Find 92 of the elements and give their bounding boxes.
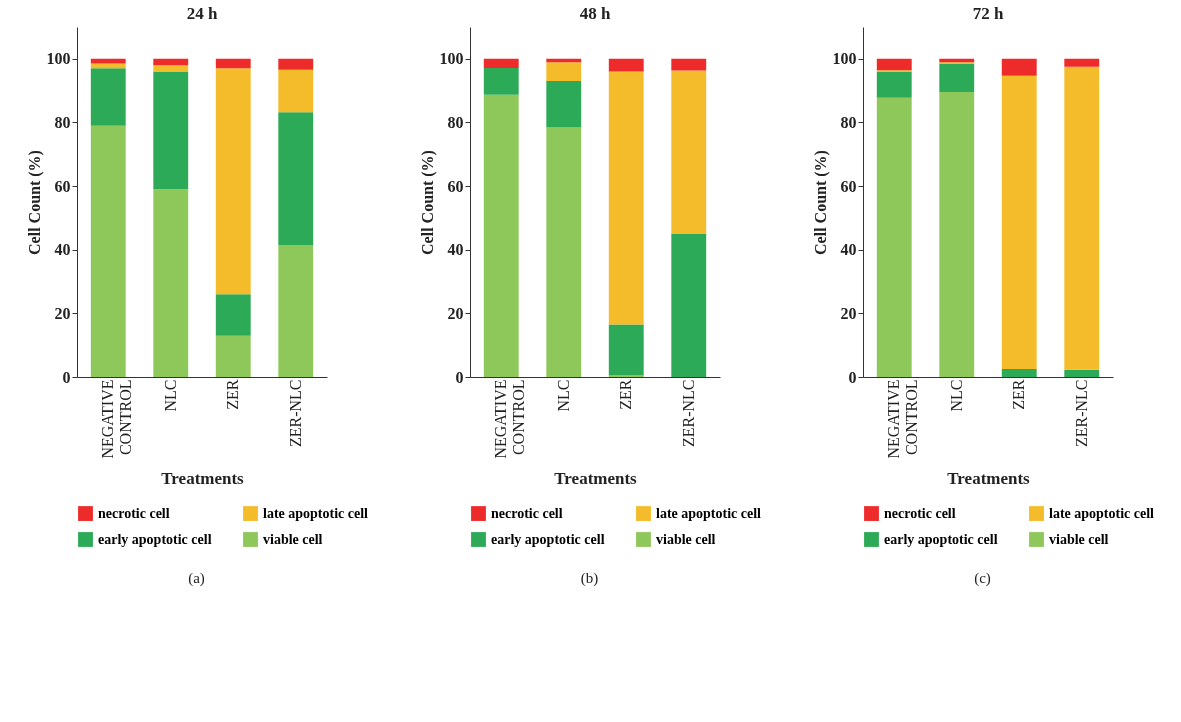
x-axis-title: Treatments (160, 468, 244, 488)
bar (876, 97, 912, 377)
x-axis-title: Treatments (946, 468, 1030, 488)
legend-label: viable cell (262, 531, 323, 547)
bar (608, 324, 644, 376)
x-axis-title: Treatments (553, 468, 637, 488)
y-tick-label: 80 (447, 113, 463, 131)
y-tick-label: 60 (840, 177, 856, 195)
chart-title: 24 h (186, 4, 218, 23)
x-tick-label: ZER-NLC (679, 379, 697, 448)
x-tick-label: NLC (554, 379, 572, 412)
bar (277, 112, 313, 245)
x-tick-label: NEGATIVE CONTROL (884, 379, 920, 459)
bar (1063, 369, 1099, 377)
y-tick-label: 40 (54, 241, 70, 259)
y-tick-label: 20 (447, 304, 463, 322)
bar (1063, 66, 1099, 370)
x-tick-label: ZER (223, 379, 241, 410)
text: (a) (188, 570, 205, 587)
legend-label: necrotic cell (490, 505, 563, 521)
bar (152, 71, 188, 190)
bar (938, 63, 974, 92)
bar (215, 335, 251, 377)
bar (277, 58, 313, 70)
legend-label: early apoptotic cell (97, 531, 212, 547)
bar (483, 68, 519, 95)
y-tick-label: 40 (447, 241, 463, 259)
y-tick-label: 0 (62, 368, 70, 386)
bar (215, 68, 251, 295)
legend-label: early apoptotic cell (490, 531, 605, 547)
bar (608, 71, 644, 325)
bar (483, 94, 519, 377)
y-tick-label: 20 (54, 304, 70, 322)
y-tick-label: 100 (46, 50, 70, 68)
bar (608, 58, 644, 72)
y-tick-label: 100 (439, 50, 463, 68)
chart-title: 48 h (579, 4, 611, 23)
legend-label: viable cell (1048, 531, 1109, 547)
bar (545, 62, 581, 82)
legend-label: necrotic cell (97, 505, 170, 521)
y-tick-label: 0 (455, 368, 463, 386)
bar (90, 68, 126, 126)
bar (670, 70, 706, 234)
legend-label: late apoptotic cell (1048, 505, 1154, 521)
x-tick-label: NLC (161, 379, 179, 412)
x-tick-label: NEGATIVE CONTROL (98, 379, 134, 459)
legend-label: late apoptotic cell (262, 505, 368, 521)
bar (90, 125, 126, 377)
bar (876, 58, 912, 71)
bar (876, 71, 912, 98)
text: (c) (974, 570, 991, 587)
bar (152, 58, 188, 66)
y-tick-label: 40 (840, 241, 856, 259)
bar (152, 65, 188, 72)
y-axis-title: Cell Count (%) (811, 150, 829, 255)
bar (1001, 58, 1037, 76)
x-tick-label: ZER (616, 379, 634, 410)
y-tick-label: 80 (54, 113, 70, 131)
bar (152, 189, 188, 377)
y-tick-label: 60 (447, 177, 463, 195)
bar (277, 69, 313, 113)
y-tick-label: 60 (54, 177, 70, 195)
y-tick-label: 80 (840, 113, 856, 131)
bar (215, 58, 251, 69)
bar (670, 58, 706, 71)
x-tick-label: ZER (1009, 379, 1027, 410)
x-tick-label: ZER-NLC (1072, 379, 1090, 448)
legend-label: necrotic cell (883, 505, 956, 521)
legend-label: late apoptotic cell (655, 505, 761, 521)
x-tick-label: ZER-NLC (286, 379, 304, 448)
bar (1001, 75, 1037, 370)
legend-label: early apoptotic cell (883, 531, 998, 547)
bar (545, 81, 581, 128)
bar (90, 58, 126, 64)
y-axis-title: Cell Count (%) (418, 150, 436, 255)
y-tick-label: 20 (840, 304, 856, 322)
text: (b) (580, 570, 599, 587)
x-tick-label: NEGATIVE CONTROL (491, 379, 527, 459)
bar (277, 244, 313, 377)
y-axis-title: Cell Count (%) (25, 150, 43, 255)
bar (1001, 369, 1037, 377)
bar (483, 58, 519, 69)
y-tick-label: 0 (848, 368, 856, 386)
chart-title: 72 h (972, 4, 1004, 23)
bar (215, 294, 251, 336)
bar (545, 127, 581, 377)
legend-label: viable cell (655, 531, 716, 547)
bar (1063, 58, 1099, 67)
bar (670, 233, 706, 377)
y-tick-label: 100 (832, 50, 856, 68)
bar (938, 91, 974, 377)
x-tick-label: NLC (947, 379, 965, 412)
